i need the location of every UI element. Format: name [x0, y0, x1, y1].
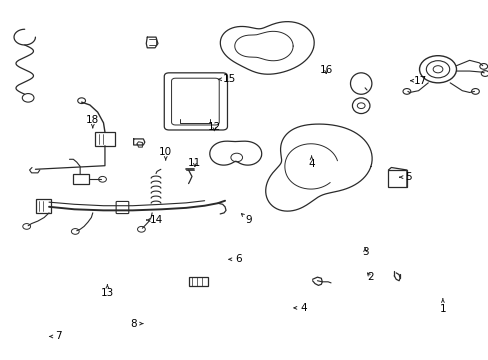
Text: 5: 5 — [399, 172, 411, 182]
Text: 14: 14 — [146, 215, 163, 225]
FancyBboxPatch shape — [188, 277, 207, 287]
FancyBboxPatch shape — [171, 78, 219, 125]
Text: 11: 11 — [188, 158, 201, 168]
FancyBboxPatch shape — [73, 174, 89, 184]
Text: 17: 17 — [410, 76, 426, 86]
FancyBboxPatch shape — [116, 202, 128, 213]
FancyBboxPatch shape — [164, 73, 227, 130]
FancyBboxPatch shape — [387, 170, 406, 187]
Text: 9: 9 — [241, 213, 251, 225]
Text: 4: 4 — [307, 156, 314, 169]
FancyBboxPatch shape — [95, 132, 115, 146]
Text: 1: 1 — [439, 299, 445, 314]
Text: 8: 8 — [130, 319, 142, 329]
FancyBboxPatch shape — [36, 199, 51, 213]
Text: 10: 10 — [159, 147, 172, 160]
Text: 13: 13 — [101, 285, 114, 297]
FancyBboxPatch shape — [178, 83, 212, 120]
Text: 15: 15 — [218, 74, 235, 84]
Text: 2: 2 — [367, 272, 373, 282]
Text: 12: 12 — [207, 122, 221, 132]
Text: 16: 16 — [319, 65, 332, 75]
Text: 7: 7 — [50, 332, 62, 342]
Text: 3: 3 — [361, 247, 367, 257]
Text: 6: 6 — [228, 254, 242, 264]
Text: 18: 18 — [86, 115, 99, 128]
Text: 4: 4 — [293, 303, 306, 313]
